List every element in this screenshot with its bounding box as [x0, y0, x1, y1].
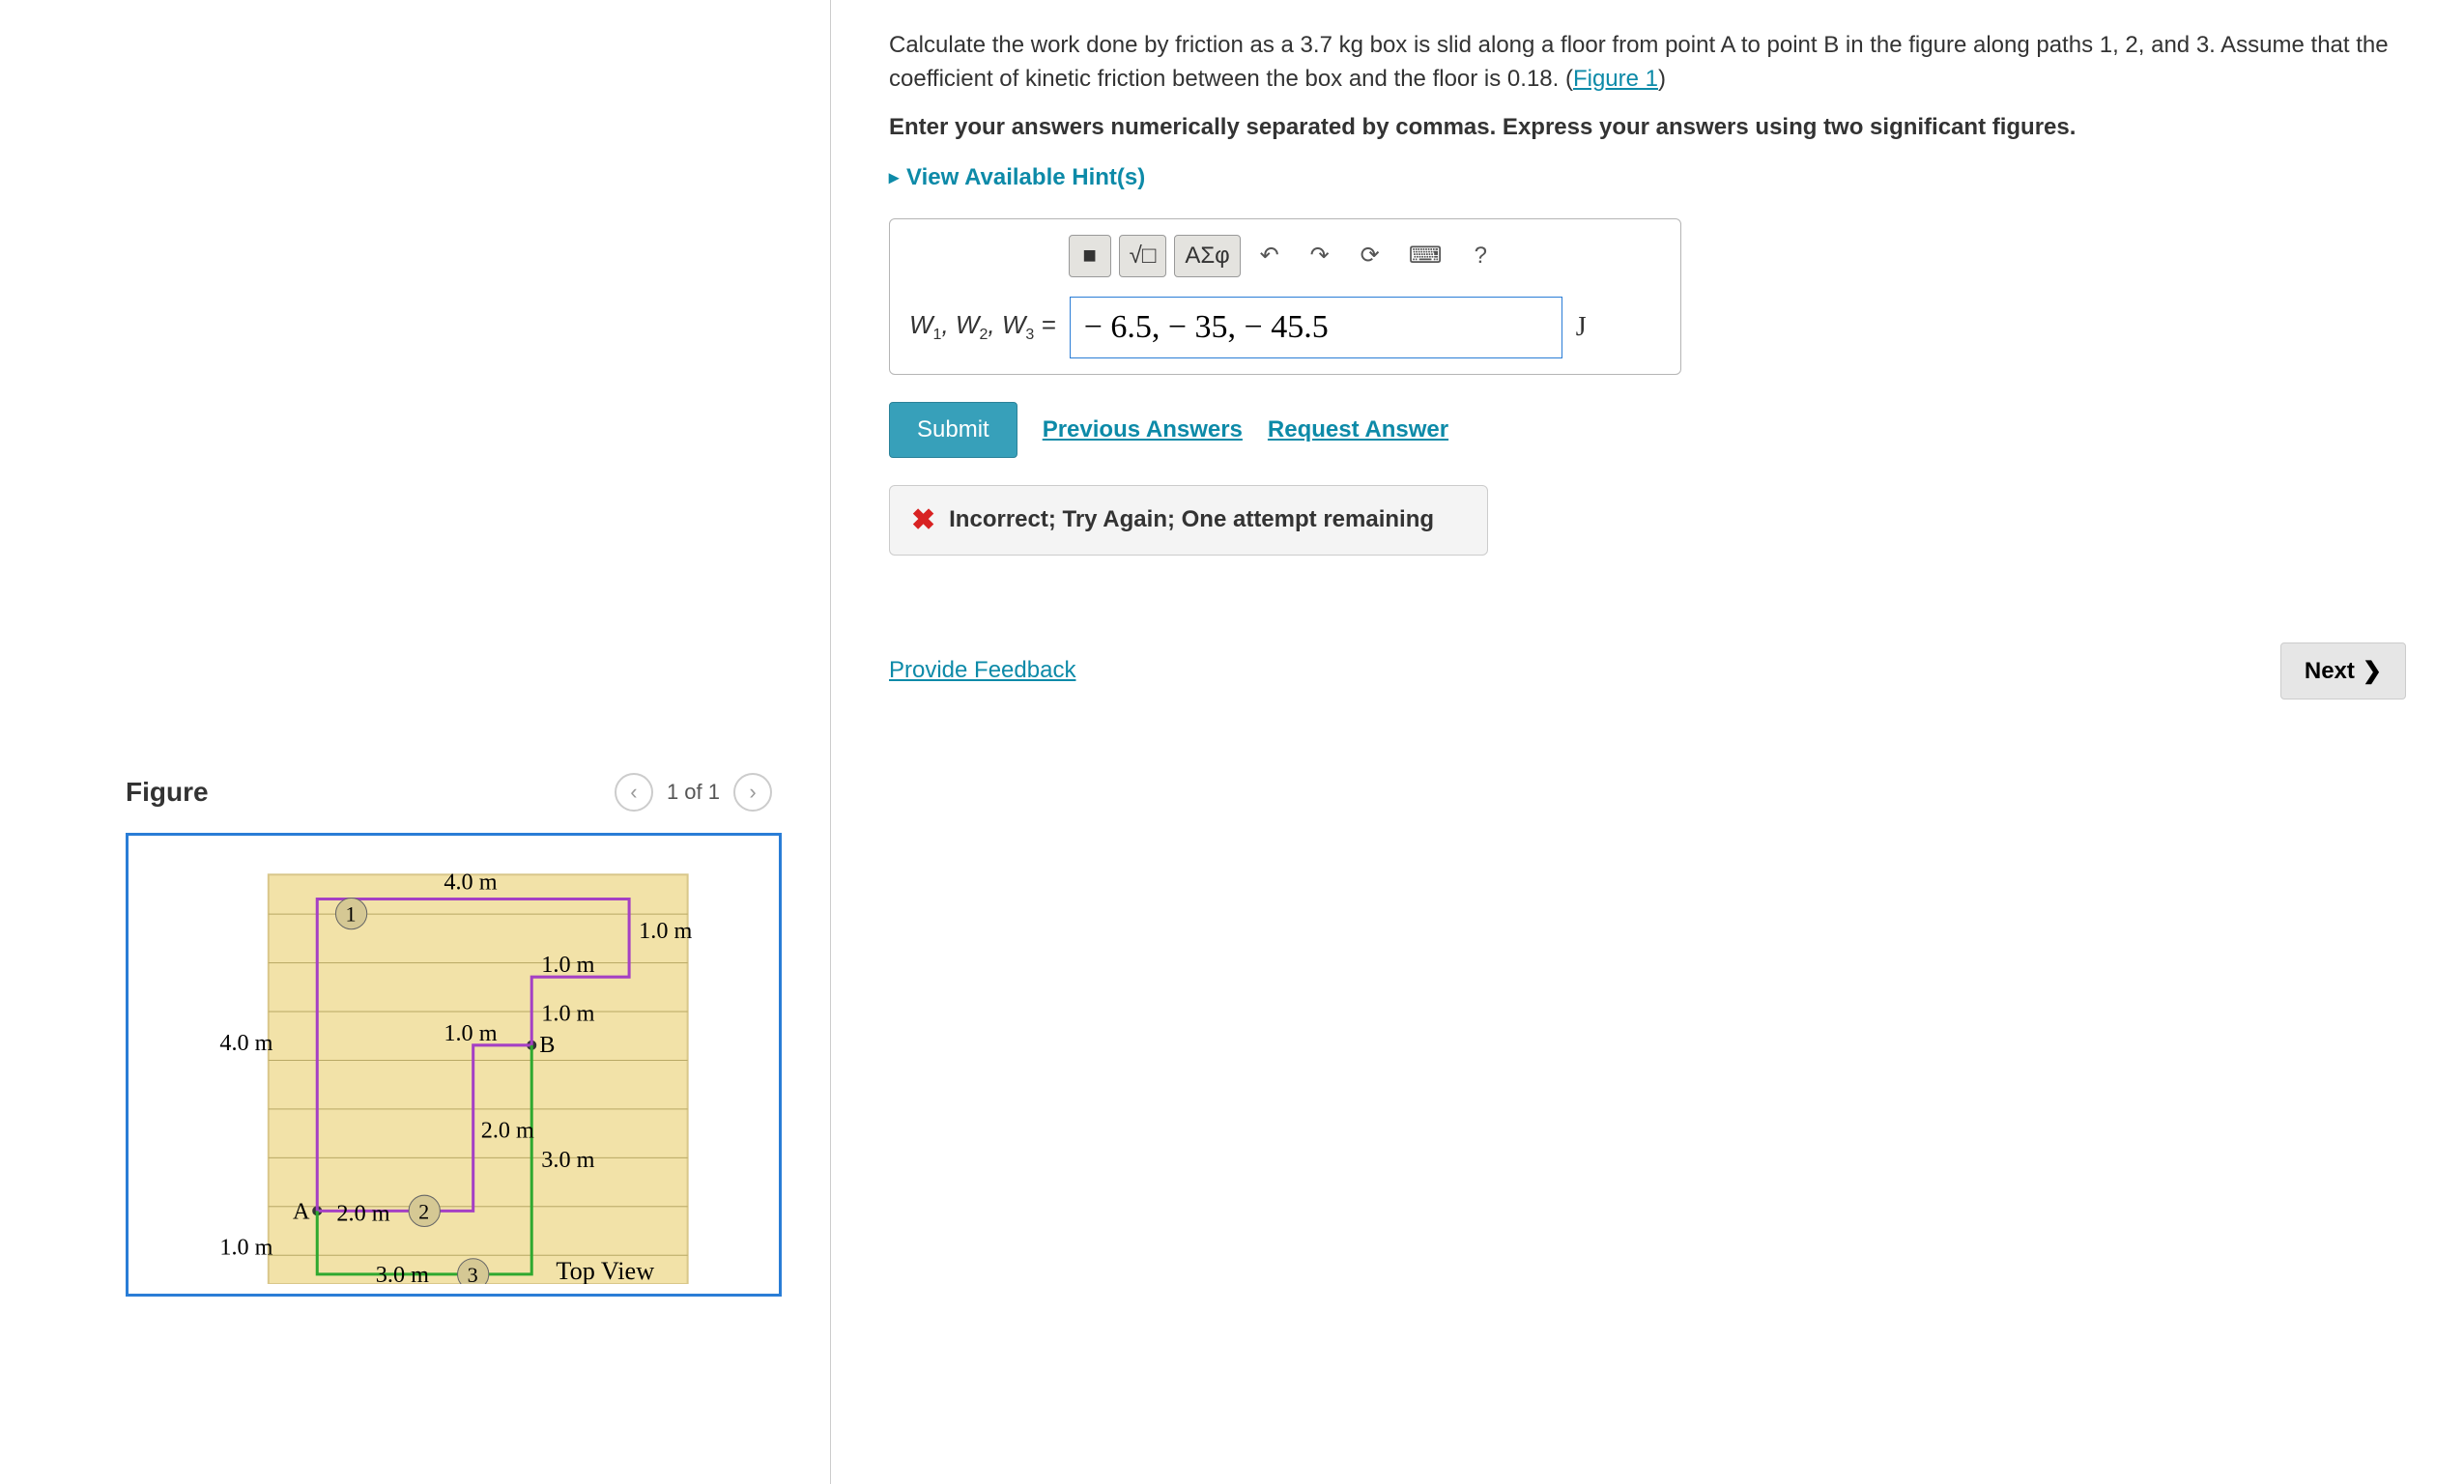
figure-svg: A B 1 2 3 4.0 m: [138, 845, 769, 1284]
variable-label: W1, W2, W3 =: [909, 310, 1056, 344]
problem-text-suffix: ): [1658, 66, 1666, 92]
templates-button[interactable]: ■: [1069, 235, 1111, 277]
label-top-4m: 4.0 m: [444, 869, 497, 895]
previous-answers-link[interactable]: Previous Answers: [1043, 416, 1243, 443]
feedback-message: Incorrect; Try Again; One attempt remain…: [949, 506, 1434, 533]
greek-button[interactable]: ΑΣφ: [1174, 235, 1240, 277]
label-B: B: [539, 1032, 555, 1058]
view-hints-link[interactable]: ▸ View Available Hint(s): [889, 164, 2406, 191]
answer-box: ■ √□ ΑΣφ ↶ ↷ ⟳ ⌨ ? W1, W2, W3 = J: [889, 218, 1681, 375]
path-marker-3: 3: [458, 1259, 489, 1284]
feedback-box: ✖ Incorrect; Try Again; One attempt rema…: [889, 485, 1488, 556]
figure-counter: 1 of 1: [667, 780, 720, 805]
next-button[interactable]: Next ❯: [2280, 642, 2406, 699]
hints-label: View Available Hint(s): [906, 164, 1145, 191]
label-path2-2m: 2.0 m: [336, 1200, 389, 1226]
submit-button[interactable]: Submit: [889, 402, 1017, 458]
label-left-4m: 4.0 m: [219, 1030, 272, 1056]
keyboard-button[interactable]: ⌨: [1399, 235, 1452, 277]
label-bottom-3m: 3.0 m: [376, 1262, 429, 1284]
label-A: A: [293, 1198, 310, 1224]
label-mid-1m-b: 1.0 m: [444, 1020, 497, 1046]
label-right-1m-b: 1.0 m: [541, 1001, 594, 1027]
figure-prev-button[interactable]: ‹: [615, 773, 653, 812]
sqrt-button[interactable]: √□: [1119, 235, 1167, 277]
figure-next-button[interactable]: ›: [733, 773, 772, 812]
svg-text:2: 2: [418, 1199, 429, 1223]
label-bottom-left-1m: 1.0 m: [219, 1235, 272, 1261]
unit-label: J: [1576, 312, 1587, 343]
path-marker-2: 2: [409, 1195, 440, 1226]
svg-text:1: 1: [346, 902, 357, 927]
request-answer-link[interactable]: Request Answer: [1268, 416, 1448, 443]
redo-button[interactable]: ↷: [1299, 235, 1341, 277]
svg-text:3: 3: [468, 1263, 478, 1284]
label-mid-2m: 2.0 m: [481, 1118, 534, 1144]
incorrect-icon: ✖: [911, 503, 935, 537]
chevron-right-icon: ❯: [2363, 657, 2382, 685]
problem-text: Calculate the work done by friction as a…: [889, 29, 2406, 97]
answer-toolbar: ■ √□ ΑΣφ ↶ ↷ ⟳ ⌨ ?: [909, 235, 1661, 277]
chevron-right-icon: ▸: [889, 165, 899, 189]
answer-input[interactable]: [1070, 297, 1562, 358]
figure-nav: ‹ 1 of 1 ›: [615, 773, 772, 812]
path-marker-1: 1: [335, 898, 366, 928]
figure-title: Figure: [126, 777, 209, 808]
undo-button[interactable]: ↶: [1248, 235, 1291, 277]
label-right-1m-a: 1.0 m: [639, 918, 692, 944]
figure-header: Figure ‹ 1 of 1 ›: [29, 773, 801, 812]
figure-link[interactable]: Figure 1: [1573, 66, 1658, 92]
left-panel: Figure ‹ 1 of 1 › A: [0, 0, 831, 1484]
answer-input-row: W1, W2, W3 = J: [909, 297, 1661, 358]
action-row: Submit Previous Answers Request Answer: [889, 402, 2406, 458]
label-top-view: Top View: [556, 1257, 654, 1284]
figure-image: A B 1 2 3 4.0 m: [126, 833, 782, 1297]
reset-button[interactable]: ⟳: [1349, 235, 1391, 277]
next-label: Next: [2305, 658, 2355, 685]
provide-feedback-link[interactable]: Provide Feedback: [889, 657, 1075, 684]
answer-instruction: Enter your answers numerically separated…: [889, 114, 2406, 141]
label-mid-1m-a: 1.0 m: [541, 952, 594, 978]
right-panel: Calculate the work done by friction as a…: [831, 0, 2464, 1484]
help-button[interactable]: ?: [1459, 235, 1502, 277]
label-right-3m: 3.0 m: [541, 1147, 594, 1173]
